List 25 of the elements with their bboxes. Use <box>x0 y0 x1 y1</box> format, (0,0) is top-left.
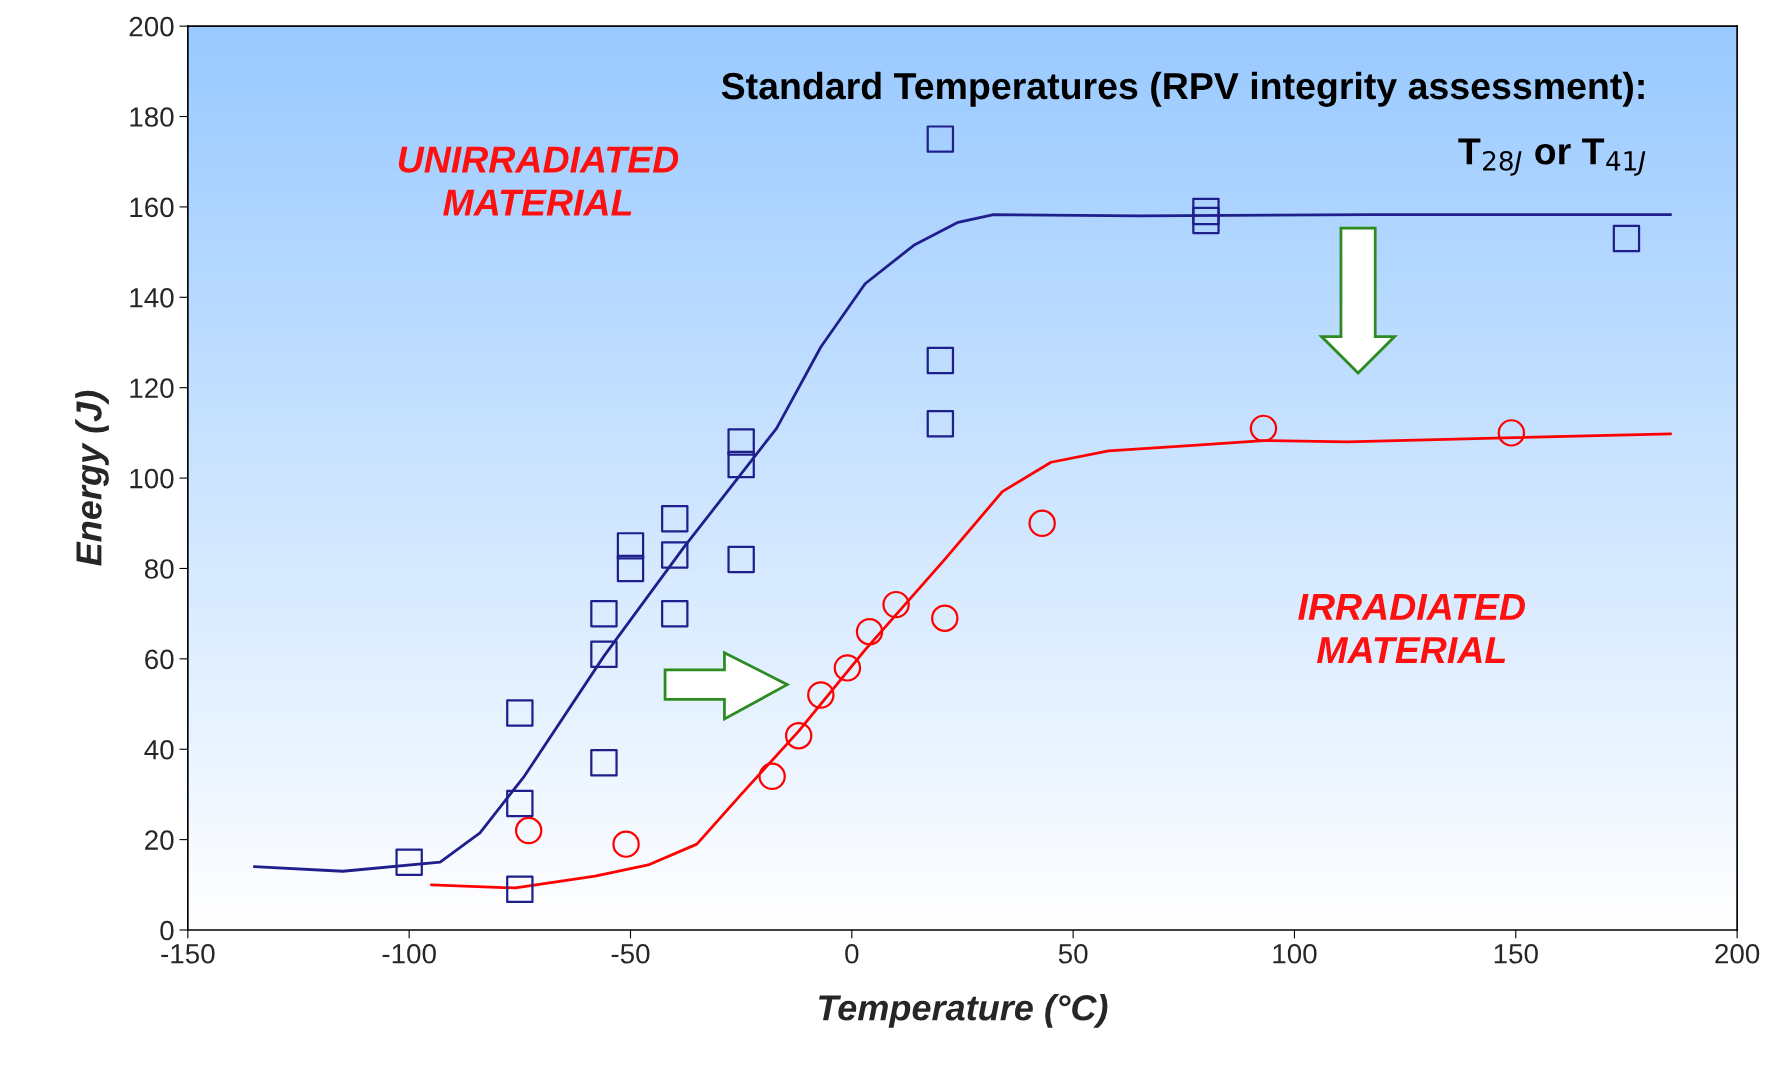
y-tick-label: 40 <box>144 739 174 760</box>
x-tick-label: 0 <box>845 943 859 964</box>
annotation: T$_{28J}$ or T$_{41J}$ <box>1458 138 1646 176</box>
x-tick-label: -50 <box>611 943 650 964</box>
annotation: IRRADIATED MATERIAL <box>1298 594 1525 663</box>
x-tick-label: -100 <box>382 943 436 964</box>
y-tick-label: 180 <box>130 107 174 127</box>
y-tick-label: 120 <box>130 378 174 399</box>
x-tick-label: 50 <box>1058 943 1088 964</box>
x-tick-label: 150 <box>1494 943 1538 964</box>
x-tick-label: 100 <box>1273 943 1317 964</box>
y-tick-label: 160 <box>130 197 174 218</box>
x-tick-label: -150 <box>161 943 215 964</box>
y-axis-title: Energy (J) <box>75 390 109 566</box>
y-tick-label: 80 <box>144 559 174 579</box>
x-tick-label: 200 <box>1715 943 1760 964</box>
y-tick-label: 200 <box>129 16 174 37</box>
annotation: UNIRRADIATED MATERIAL <box>398 146 679 216</box>
annotation: Standard Temperatures (RPV integrity assessment): <box>721 71 1644 107</box>
y-tick-label: 100 <box>130 468 174 489</box>
y-tick-label: 140 <box>130 287 174 308</box>
x-axis-title: Temperature (°C) <box>819 994 1108 1028</box>
y-tick-label: 0 <box>160 920 174 941</box>
y-tick-label: 20 <box>145 830 174 850</box>
y-tick-label: 60 <box>145 649 174 670</box>
